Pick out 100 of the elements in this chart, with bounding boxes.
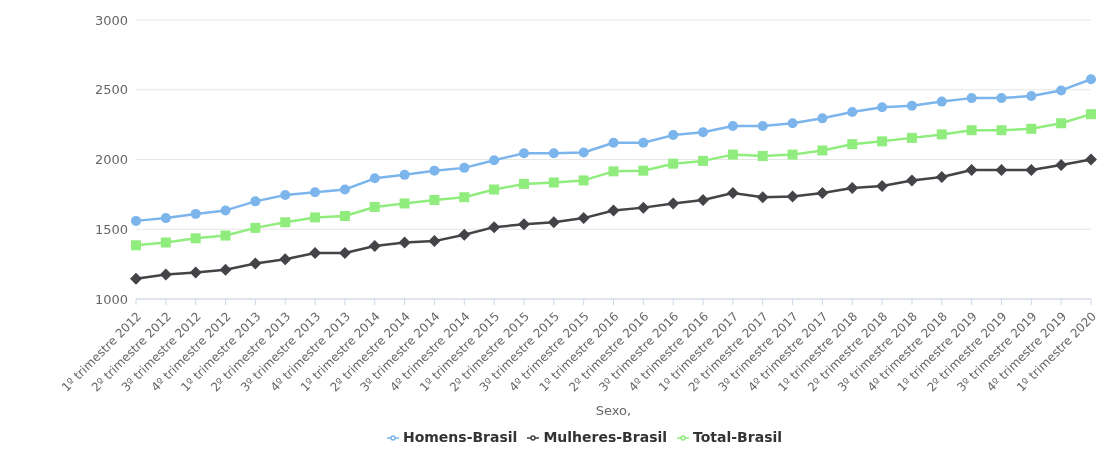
point: [339, 211, 350, 221]
point: [369, 173, 380, 184]
point: [817, 145, 828, 156]
legend-label: Homens-Brasil: [402, 429, 518, 445]
x-axis-title: Sexo,: [595, 403, 632, 418]
point: [399, 169, 410, 180]
point: [547, 216, 560, 229]
point: [965, 163, 978, 176]
point: [339, 184, 350, 195]
point: [130, 272, 142, 285]
point: [310, 187, 321, 198]
point: [131, 215, 141, 226]
point: [877, 136, 888, 147]
point: [757, 121, 768, 132]
point: [1055, 159, 1068, 172]
point: [698, 127, 709, 138]
y-tick-label: 2000: [94, 152, 128, 168]
point: [1056, 118, 1067, 129]
point: [787, 118, 798, 129]
point: [488, 221, 501, 234]
point: [518, 178, 529, 189]
point: [667, 197, 680, 210]
point: [637, 201, 650, 214]
point: [368, 239, 381, 252]
point: [817, 113, 828, 124]
point: [548, 148, 559, 159]
point: [638, 165, 649, 176]
point: [458, 228, 471, 241]
point: [429, 165, 440, 176]
point: [279, 253, 292, 266]
point: [936, 96, 947, 107]
point: [1085, 153, 1097, 166]
point: [159, 268, 172, 281]
point: [906, 100, 917, 111]
legend-label: Mulheres-Brasil: [543, 429, 668, 445]
point: [996, 93, 1007, 104]
point: [429, 194, 440, 205]
point: [189, 266, 202, 279]
point: [190, 233, 201, 244]
point: [578, 175, 589, 186]
point: [876, 180, 889, 193]
point: [1026, 123, 1037, 134]
point: [250, 222, 261, 233]
point: [847, 107, 858, 118]
point: [577, 212, 590, 225]
point: [786, 190, 799, 203]
point: [966, 93, 977, 104]
point: [787, 149, 798, 160]
point: [578, 147, 589, 158]
point: [757, 151, 768, 162]
point: [638, 137, 649, 148]
point: [756, 191, 769, 204]
point: [847, 139, 858, 150]
point: [698, 155, 709, 166]
point: [399, 198, 410, 209]
point: [1056, 85, 1067, 96]
point: [668, 158, 679, 169]
point: [936, 129, 947, 140]
point: [608, 137, 619, 148]
point: [249, 257, 262, 270]
y-tick-label: 3000: [94, 12, 128, 28]
point: [726, 186, 739, 199]
point: [697, 193, 710, 206]
point: [459, 162, 470, 173]
point: [190, 208, 201, 219]
point: [131, 240, 141, 251]
point: [995, 163, 1008, 176]
point: [220, 205, 231, 216]
point: [935, 170, 948, 183]
point: [398, 236, 411, 249]
point: [280, 190, 291, 201]
point: [160, 237, 171, 248]
point: [428, 235, 441, 248]
y-tick-label: 2500: [94, 82, 128, 98]
point: [1025, 163, 1038, 176]
point: [846, 182, 859, 195]
point: [250, 196, 261, 207]
point: [816, 186, 829, 199]
point: [727, 121, 738, 132]
point: [489, 184, 500, 195]
point: [548, 177, 559, 188]
point: [996, 125, 1007, 136]
legend-label: Total-Brasil: [693, 429, 783, 445]
point: [280, 217, 291, 228]
point: [607, 204, 620, 217]
point: [905, 174, 918, 187]
point: [369, 201, 380, 212]
point: [310, 212, 321, 223]
point: [220, 230, 231, 241]
point: [1086, 74, 1096, 85]
point: [1026, 91, 1037, 102]
point: [160, 213, 171, 224]
point: [906, 132, 917, 143]
point: [668, 130, 679, 141]
point: [877, 102, 888, 113]
point: [517, 218, 530, 231]
point: [608, 166, 619, 177]
point: [489, 155, 500, 166]
y-tick-label: 1000: [94, 291, 128, 307]
point: [966, 125, 977, 136]
